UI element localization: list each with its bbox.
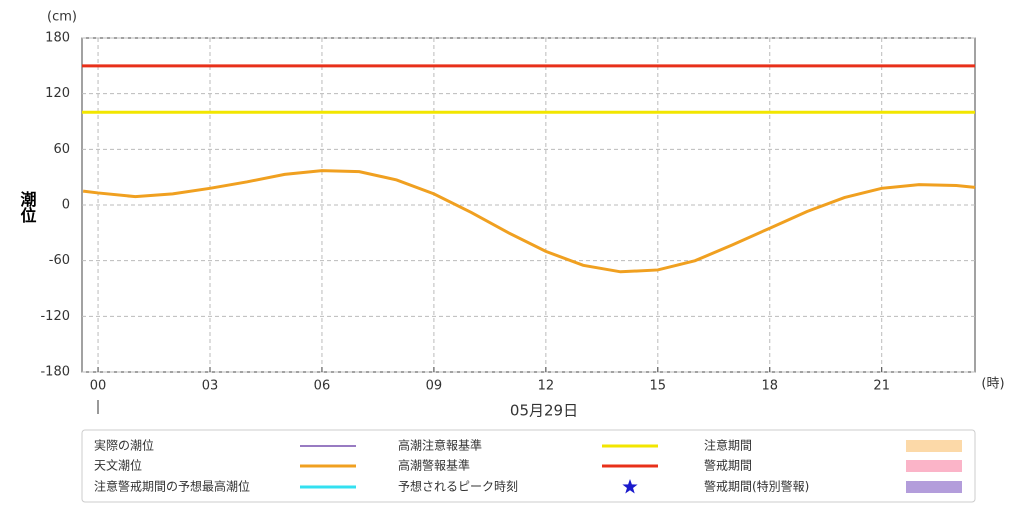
legend-label: 予想されるピーク時刻 [398, 479, 518, 494]
legend-label: 実際の潮位 [94, 438, 154, 453]
x-tick-label: 06 [314, 379, 331, 394]
legend-label: 警戒期間 [704, 458, 752, 473]
legend-label: 注意警戒期間の予想最高潮位 [94, 479, 250, 494]
x-tick-label: 21 [873, 379, 890, 394]
legend-star [622, 479, 638, 494]
y-tick-label: 180 [45, 31, 70, 46]
x-tick-label: 18 [761, 379, 778, 394]
x-label: 05月29日 [510, 402, 578, 420]
y-tick-label: 120 [45, 86, 70, 101]
x-tick-label: 12 [538, 379, 555, 394]
x-tick-label: 15 [650, 379, 667, 394]
y-unit: (cm) [47, 10, 77, 25]
legend-box [81, 429, 976, 503]
x-tick-label: 00 [90, 379, 107, 394]
tide-line [82, 169, 976, 274]
y-tick-label: -120 [40, 309, 70, 324]
y-tick-label: 60 [53, 142, 70, 157]
legend-swatch [906, 440, 962, 452]
legend-label: 高潮警報基準 [398, 458, 470, 473]
legend-label: 注意期間 [704, 438, 752, 453]
x-tick-label: 09 [426, 379, 443, 394]
y-tick-label: -180 [40, 365, 70, 380]
y-label: 潮位 [18, 190, 37, 224]
y-tick-label: -60 [49, 253, 70, 268]
legend-swatch [906, 481, 962, 493]
legend-label: 天文潮位 [94, 458, 142, 473]
y-tick-label: 0 [62, 198, 70, 213]
legend-swatch [906, 460, 962, 472]
x-unit: (時) [981, 377, 1004, 392]
legend-label: 高潮注意報基準 [398, 438, 482, 453]
legend-label: 警戒期間(特別警報) [704, 479, 809, 494]
x-tick-label: 03 [202, 379, 219, 394]
